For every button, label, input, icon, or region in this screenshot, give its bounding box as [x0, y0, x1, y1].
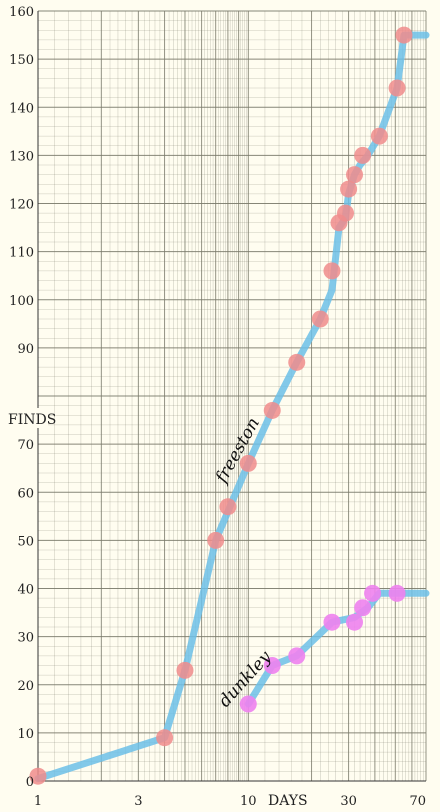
marker-freeston	[263, 401, 281, 419]
y-tick-labels: 0 10 20 30 40 50 60 70 90 100 110 120 130 140 150 160	[9, 5, 34, 790]
marker-freeston	[288, 353, 306, 371]
x-tick-label: 70	[409, 794, 426, 809]
marker-freeston	[207, 531, 225, 549]
y-tick-label: 100	[9, 294, 34, 309]
marker-freeston	[346, 166, 364, 184]
marker-dunkley	[364, 584, 382, 602]
series-line-freeston	[34, 31, 430, 783]
series-lines	[34, 31, 430, 783]
y-tick-label: 110	[9, 246, 34, 261]
y-tick-label: 120	[9, 198, 34, 213]
y-tick-label: 140	[9, 101, 34, 116]
marker-dunkley	[346, 613, 364, 631]
marker-freeston	[311, 310, 329, 328]
marker-freeston	[340, 180, 358, 198]
marker-freeston	[337, 204, 355, 222]
ylabel-backdrop	[6, 408, 48, 428]
marker-dunkley	[288, 647, 306, 665]
marker-freeston	[354, 146, 372, 164]
series-markers	[29, 26, 413, 785]
series-line-dunkley	[244, 589, 430, 708]
marker-dunkley	[239, 695, 257, 713]
x-axis-label: DAYS	[268, 793, 308, 809]
marker-freeston	[176, 661, 194, 679]
y-axis-label: FINDS	[8, 412, 56, 428]
y-tick-label: 40	[17, 583, 34, 598]
x-tick-label: 1	[34, 794, 42, 809]
marker-freeston	[323, 262, 341, 280]
y-tick-label: 0	[26, 775, 34, 790]
marker-dunkley	[388, 584, 406, 602]
marker-freeston	[29, 767, 47, 785]
marker-dunkley	[263, 657, 281, 674]
marker-dunkley	[323, 613, 341, 631]
x-tick-label: 10	[240, 794, 257, 809]
x-tick-label: 30	[340, 794, 357, 809]
y-tick-label: 20	[17, 679, 34, 694]
y-tick-label: 130	[9, 149, 34, 164]
marker-freeston	[395, 26, 413, 44]
y-tick-label: 160	[9, 5, 34, 20]
marker-dunkley	[354, 599, 372, 617]
y-tick-label: 60	[17, 486, 34, 501]
y-tick-label: 10	[17, 727, 34, 742]
y-tick-label: 50	[17, 534, 34, 549]
y-tick-label: 150	[9, 53, 34, 68]
marker-freeston	[388, 79, 406, 97]
y-tick-label: 90	[17, 342, 34, 357]
horizontal-grid	[37, 10, 426, 782]
marker-freeston	[239, 454, 257, 472]
x-tick-labels: 1 3 10 30 70	[34, 794, 426, 809]
y-tick-label: 30	[17, 631, 34, 646]
marker-freeston	[370, 127, 388, 145]
marker-freeston	[219, 498, 237, 516]
marker-freeston	[156, 729, 174, 747]
x-tick-label: 3	[134, 794, 142, 809]
y-tick-label: 70	[17, 438, 34, 453]
